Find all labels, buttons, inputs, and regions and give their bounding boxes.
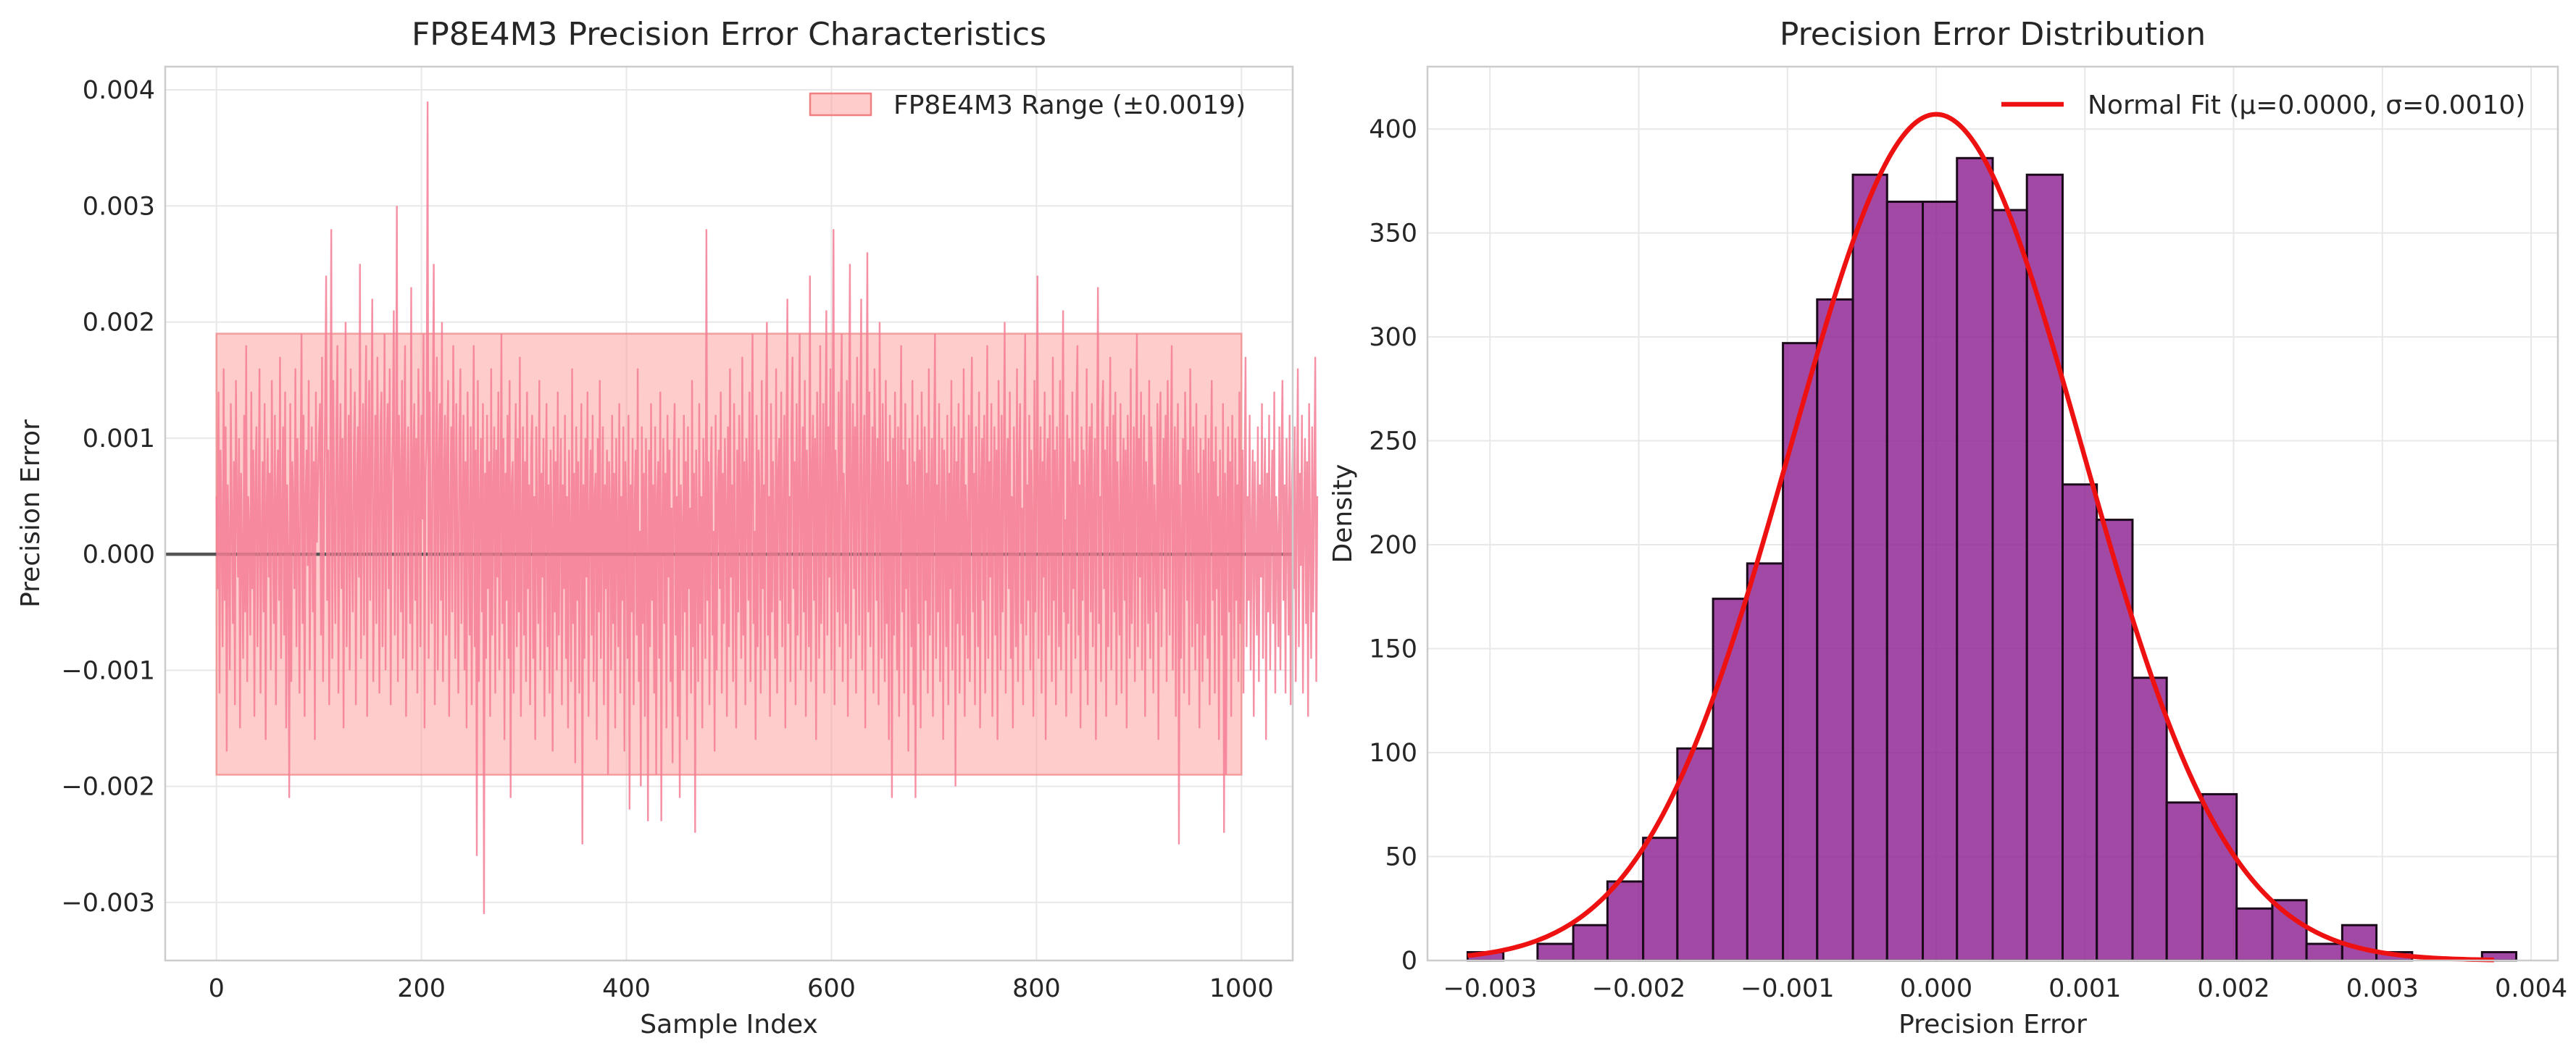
histogram-bar	[1885, 201, 1925, 962]
right-y-ticks: 0 50 100 150 200 250 300 350 400	[1369, 115, 1417, 976]
right-y-tick-label: 150	[1369, 635, 1417, 664]
right-x-ticks: −0.003 −0.002 −0.001 0.000 0.001 0.002 0.003 0.…	[1443, 974, 2567, 1003]
left-y-tick-label: 0.001	[83, 424, 155, 453]
left-y-axis-label: Precision Error	[16, 419, 46, 608]
left-x-tick-label: 200	[397, 974, 446, 1003]
left-y-ticks: −0.003 −0.002 −0.001 0.000 0.001 0.002 0.003 0.…	[61, 76, 155, 918]
line-chart-panel: 0 200 400 600 800 1000 −0.003 −0.002 −0.001 0.00…	[16, 16, 1319, 1039]
left-y-tick-label: 0.003	[83, 192, 155, 221]
right-y-tick-label: 100	[1369, 739, 1417, 768]
left-x-axis-label: Sample Index	[640, 1010, 818, 1039]
left-y-tick-label: −0.003	[61, 889, 155, 918]
right-y-tick-label: 350	[1369, 219, 1417, 248]
histogram-bar	[2025, 173, 2064, 962]
right-x-tick-label: −0.001	[1741, 974, 1835, 1003]
histogram-bar	[2271, 899, 2308, 962]
histogram-bar	[1572, 924, 1609, 962]
histogram-bar	[1816, 298, 1854, 962]
left-legend: FP8E4M3 Range (±0.0019)	[809, 91, 1246, 120]
left-legend-swatch	[809, 92, 872, 117]
histogram-panel: −0.003 −0.002 −0.001 0.000 0.001 0.002 0.003 0.…	[1328, 16, 2567, 1039]
right-x-tick-label: 0.002	[2197, 974, 2269, 1003]
left-legend-label: FP8E4M3 Range (±0.0019)	[893, 91, 1246, 120]
histogram-bar	[1536, 942, 1575, 962]
left-x-ticks: 0 200 400 600 800 1000	[209, 974, 1274, 1003]
right-y-tick-label: 200	[1369, 531, 1417, 560]
right-x-axis-label: Precision Error	[1898, 1010, 2087, 1039]
histogram-bar	[1782, 342, 1819, 962]
left-y-tick-label: −0.002	[61, 773, 155, 802]
right-legend-label: Normal Fit (μ=0.0000, σ=0.0010)	[2088, 91, 2525, 120]
left-y-tick-label: 0.002	[83, 309, 155, 338]
histogram-bar	[2305, 942, 2343, 962]
left-y-tick-label: 0.004	[83, 76, 155, 105]
right-x-tick-label: 0.001	[2048, 974, 2121, 1003]
right-legend: Normal Fit (μ=0.0000, σ=0.0010)	[2001, 91, 2525, 120]
histogram-bar	[2096, 519, 2134, 962]
histogram-bar	[2235, 907, 2274, 962]
right-x-tick-label: 0.003	[2346, 974, 2419, 1003]
error-series-line	[215, 101, 1319, 914]
normal-fit-curve	[1467, 112, 2494, 963]
histogram-bar	[1922, 201, 1959, 962]
histogram-bar	[1606, 880, 1645, 962]
left-x-tick-label: 800	[1012, 974, 1061, 1003]
right-y-tick-label: 0	[1401, 947, 1417, 976]
histogram-bar	[1851, 173, 1888, 962]
right-x-tick-label: −0.002	[1592, 974, 1686, 1003]
right-y-tick-label: 50	[1385, 843, 1417, 872]
histogram-bar	[1991, 209, 2028, 962]
right-axes-frame	[1426, 65, 2559, 962]
right-y-axis-label: Density	[1328, 464, 1358, 564]
left-x-tick-label: 400	[602, 974, 651, 1003]
histogram-bar	[2201, 792, 2238, 962]
left-x-tick-label: 600	[807, 974, 856, 1003]
right-y-tick-label: 300	[1369, 323, 1417, 352]
right-x-tick-label: −0.003	[1443, 974, 1537, 1003]
right-y-tick-label: 400	[1369, 115, 1417, 144]
normal-fit-line	[1467, 112, 2494, 963]
left-chart-title: FP8E4M3 Precision Error Characteristics	[412, 16, 1046, 53]
histogram-bars	[1466, 156, 2518, 962]
left-x-tick-label: 0	[209, 974, 225, 1003]
right-chart-title: Precision Error Distribution	[1780, 16, 2206, 53]
left-error-series	[215, 101, 1319, 914]
left-y-tick-label: 0.000	[83, 540, 155, 569]
left-y-tick-label: −0.001	[61, 656, 155, 685]
histogram-bar	[1956, 156, 1994, 962]
right-y-tick-label: 250	[1369, 427, 1417, 456]
left-x-tick-label: 1000	[1209, 974, 1274, 1003]
right-x-tick-label: 0.004	[2495, 974, 2567, 1003]
histogram-bar	[1676, 747, 1714, 962]
histogram-bar	[1746, 562, 1785, 962]
histogram-bar	[2061, 483, 2098, 962]
histogram-bar	[2131, 677, 2168, 962]
left-axes-frame	[164, 65, 1294, 962]
right-x-tick-label: 0.000	[1900, 974, 1972, 1003]
histogram-bar	[2165, 801, 2204, 962]
histogram-bar	[1642, 837, 1679, 962]
